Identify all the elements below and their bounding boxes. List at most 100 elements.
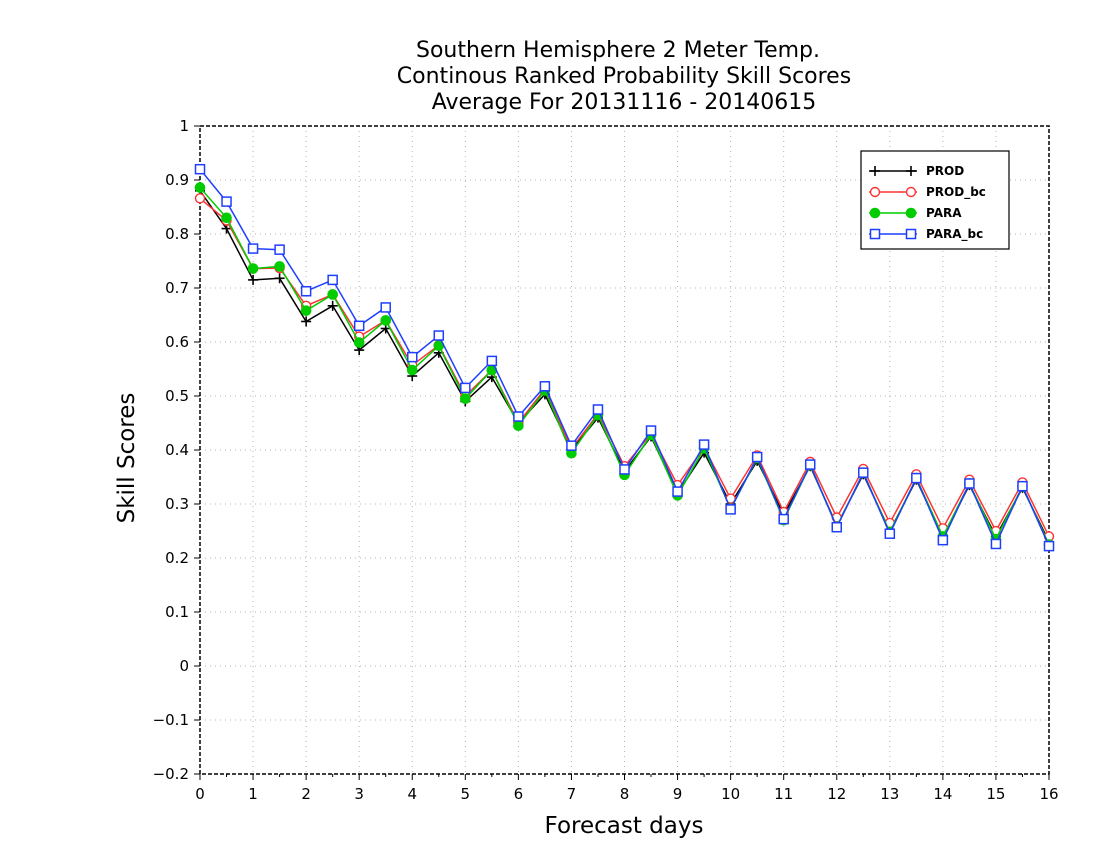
data-point xyxy=(380,302,391,313)
data-point xyxy=(274,261,285,272)
y-tick-label: −0.2 xyxy=(153,765,189,783)
series-para-bc xyxy=(194,163,1055,552)
data-point xyxy=(221,196,232,207)
data-point xyxy=(300,285,312,297)
data-point xyxy=(274,244,285,255)
title-line-3: Average For 20131116 - 20140615 xyxy=(432,90,817,115)
data-point xyxy=(751,451,763,463)
legend-marker xyxy=(869,186,881,198)
y-axis-ticks: −0.2 −0.1 0 0.1 0.2 0.3 0.4 0.5 0.6 0.7 0.8 0.9 1 xyxy=(153,117,200,783)
x-tick-label: 6 xyxy=(514,785,524,803)
data-point xyxy=(937,534,949,546)
data-point xyxy=(300,305,312,316)
legend-label: PROD_bc xyxy=(926,185,986,200)
data-point xyxy=(698,439,710,450)
data-point xyxy=(274,273,285,284)
legend-marker xyxy=(869,228,881,240)
data-point xyxy=(725,504,736,515)
data-point xyxy=(460,393,471,405)
data-point xyxy=(327,300,338,311)
legend: PROD PROD_bc PARA PARA_bc xyxy=(860,150,1010,250)
y-tick-label: 0.7 xyxy=(165,279,189,297)
chart-title: Southern Hemisphere 2 Meter Temp. Contin… xyxy=(397,38,851,115)
data-point xyxy=(486,355,498,367)
legend-label: PROD xyxy=(926,164,964,178)
data-point xyxy=(221,212,232,224)
legend-box xyxy=(860,150,1010,250)
data-point xyxy=(301,316,312,327)
data-point xyxy=(327,289,338,300)
legend-entry: PARA_bc xyxy=(869,227,983,242)
data-point xyxy=(353,337,365,348)
y-tick-label: −0.1 xyxy=(153,711,189,729)
data-point xyxy=(858,467,869,478)
data-point xyxy=(460,382,471,394)
data-point xyxy=(353,320,365,332)
title-line-1: Southern Hemisphere 2 Meter Temp. xyxy=(416,38,820,63)
data-point xyxy=(990,538,1002,550)
data-point xyxy=(513,420,524,432)
legend-label: PARA xyxy=(926,206,962,220)
data-point xyxy=(804,459,816,470)
legend-marker xyxy=(905,228,917,240)
data-point xyxy=(539,381,551,392)
data-point xyxy=(248,274,259,285)
x-tick-label: 4 xyxy=(407,785,417,803)
data-point xyxy=(433,330,445,341)
data-point xyxy=(831,521,842,533)
y-tick-label: 0.5 xyxy=(165,387,189,405)
x-tick-label: 3 xyxy=(354,785,364,803)
x-tick-label: 0 xyxy=(195,785,205,803)
x-tick-label: 12 xyxy=(827,785,846,803)
legend-entry: PROD_bc xyxy=(869,185,986,200)
x-axis-ticks: 0 1 2 3 4 5 6 7 8 9 10 11 12 13 14 15 16 xyxy=(195,774,1059,803)
y-tick-label: 0.2 xyxy=(165,549,189,567)
x-tick-label: 11 xyxy=(774,785,793,803)
data-point xyxy=(247,243,259,254)
legend-entry: PARA xyxy=(869,206,962,220)
series-layer xyxy=(194,163,1055,552)
data-point xyxy=(645,425,657,436)
data-point xyxy=(884,528,896,539)
x-tick-label: 10 xyxy=(721,785,740,803)
title-line-2: Continous Ranked Probability Skill Score… xyxy=(397,64,851,89)
data-point xyxy=(194,193,206,204)
x-tick-label: 9 xyxy=(673,785,683,803)
data-point xyxy=(407,351,418,363)
y-tick-label: 0.6 xyxy=(165,333,189,351)
y-axis-label: Skill Scores xyxy=(114,393,140,524)
x-tick-label: 15 xyxy=(986,785,1005,803)
data-point xyxy=(672,486,683,497)
x-axis-label: Forecast days xyxy=(545,813,704,839)
data-point xyxy=(380,315,392,326)
y-tick-label: 0.1 xyxy=(165,603,189,621)
x-tick-label: 16 xyxy=(1039,785,1058,803)
x-tick-label: 14 xyxy=(933,785,952,803)
x-tick-label: 5 xyxy=(461,785,471,803)
data-point xyxy=(964,478,975,489)
x-tick-label: 13 xyxy=(880,785,899,803)
y-tick-label: 1 xyxy=(179,117,189,135)
legend-entry: PROD xyxy=(869,164,964,178)
y-tick-label: 0.4 xyxy=(165,441,189,459)
data-point xyxy=(1017,480,1028,492)
data-point xyxy=(194,182,206,193)
data-point xyxy=(1043,540,1055,552)
data-point xyxy=(778,513,789,525)
data-point xyxy=(406,364,418,376)
legend-marker xyxy=(906,166,916,176)
y-tick-label: 0.3 xyxy=(165,495,189,513)
legend-marker xyxy=(905,186,917,198)
data-point xyxy=(513,411,524,422)
data-point xyxy=(619,464,630,475)
x-tick-label: 8 xyxy=(620,785,630,803)
data-point xyxy=(566,440,577,451)
y-tick-label: 0.9 xyxy=(165,171,189,189)
y-tick-label: 0 xyxy=(179,657,189,675)
x-tick-label: 7 xyxy=(567,785,577,803)
y-tick-label: 0.8 xyxy=(165,225,189,243)
legend-marker xyxy=(870,166,880,176)
legend-marker xyxy=(905,207,917,219)
data-point xyxy=(194,163,206,175)
